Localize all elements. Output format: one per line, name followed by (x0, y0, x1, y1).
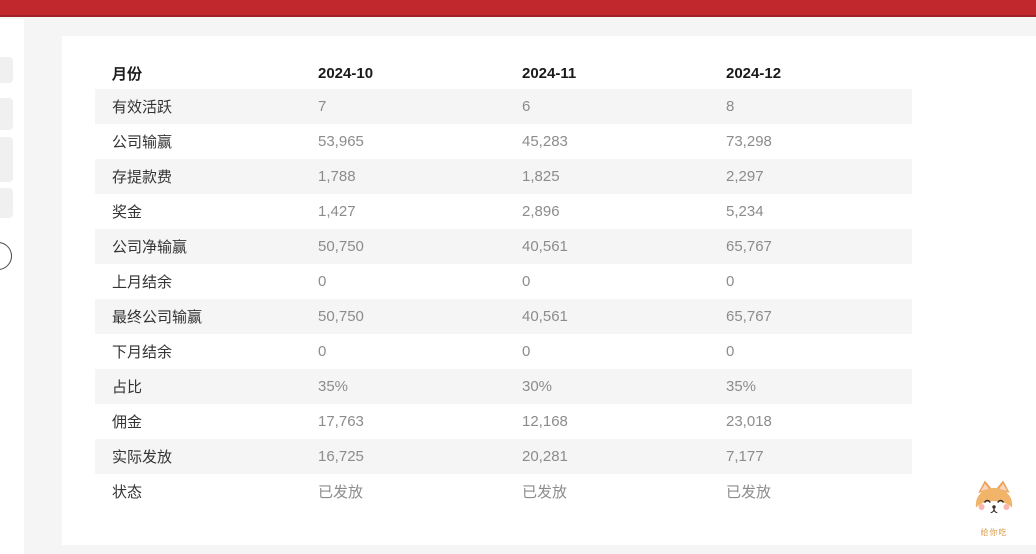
row-value: 16,725 (318, 448, 364, 465)
row-label: 最终公司输赢 (112, 309, 203, 326)
row-label: 上月结余 (112, 274, 173, 291)
table-row: 有效活跃 7 6 8 (95, 89, 912, 124)
table-row: 下月结余 0 0 0 (95, 334, 912, 369)
row-label: 下月结余 (112, 344, 173, 361)
row-label: 佣金 (112, 414, 143, 431)
row-value: 30% (522, 378, 553, 395)
row-label: 奖金 (112, 204, 143, 221)
row-value: 0 (318, 273, 327, 290)
sidebar-menu-item[interactable] (0, 188, 13, 218)
shiba-dog-icon (975, 480, 1013, 522)
row-value: 1,825 (522, 168, 560, 185)
row-value: 1,427 (318, 203, 356, 220)
row-value: 7,177 (726, 448, 764, 465)
row-value: 6 (522, 98, 531, 115)
table-header-row: 月份 2024-10 2024-11 2024-12 (95, 58, 912, 89)
header-col-2024-10: 2024-10 (318, 65, 374, 82)
row-label: 存提款费 (112, 169, 173, 186)
row-value: 0 (522, 273, 531, 290)
row-value: 65,767 (726, 238, 772, 255)
row-value: 20,281 (522, 448, 568, 465)
table-row: 状态 已发放 已发放 已发放 (95, 474, 912, 509)
row-value: 5,234 (726, 203, 764, 220)
row-value: 已发放 (726, 484, 772, 501)
sidebar-menu-item[interactable] (0, 137, 13, 182)
table-row: 奖金 1,427 2,896 5,234 (95, 194, 912, 229)
sidebar-menu-item[interactable] (0, 98, 13, 130)
row-value: 50,750 (318, 308, 364, 325)
mascot-caption: 给你吃 (980, 528, 1008, 537)
table-row: 佣金 17,763 12,168 23,018 (95, 404, 912, 439)
row-value: 35% (318, 378, 349, 395)
row-value: 已发放 (522, 484, 568, 501)
row-label: 状态 (112, 484, 143, 501)
table-row: 上月结余 0 0 0 (95, 264, 912, 299)
row-value: 50,750 (318, 238, 364, 255)
row-value: 73,298 (726, 133, 772, 150)
row-value: 0 (726, 273, 735, 290)
row-value: 0 (318, 343, 327, 360)
row-value: 7 (318, 98, 327, 115)
row-value: 1,788 (318, 168, 356, 185)
table-row: 占比 35% 30% 35% (95, 369, 912, 404)
row-value: 已发放 (318, 484, 364, 501)
row-value: 0 (522, 343, 531, 360)
sidebar-menu-item[interactable] (0, 57, 13, 83)
table-row: 最终公司输赢 50,750 40,561 65,767 (95, 299, 912, 334)
sidebar-toggle-button[interactable] (0, 242, 12, 270)
row-value: 40,561 (522, 308, 568, 325)
header-col-2024-11: 2024-11 (522, 65, 577, 82)
top-nav-bar (0, 0, 1036, 17)
row-value: 0 (726, 343, 735, 360)
row-value: 65,767 (726, 308, 772, 325)
row-value: 2,896 (522, 203, 560, 220)
table-body: 有效活跃 7 6 8 公司输赢 53,965 45,283 73,298 存提款… (95, 89, 912, 509)
row-value: 2,297 (726, 168, 764, 185)
row-value: 40,561 (522, 238, 568, 255)
row-value: 17,763 (318, 413, 364, 430)
report-card: 月份 2024-10 2024-11 2024-12 有效活跃 7 6 8 公司… (62, 36, 1036, 545)
row-value: 12,168 (522, 413, 568, 430)
row-label: 有效活跃 (112, 99, 173, 116)
mascot-widget: 给你吃 (965, 478, 1023, 538)
row-label: 实际发放 (112, 449, 173, 466)
table-row: 存提款费 1,788 1,825 2,297 (95, 159, 912, 194)
sidebar-collapsed (0, 19, 24, 554)
table-row: 公司输赢 53,965 45,283 73,298 (95, 124, 912, 159)
row-value: 23,018 (726, 413, 772, 430)
row-value: 35% (726, 378, 757, 395)
row-value: 45,283 (522, 133, 568, 150)
header-month-label: 月份 (112, 66, 143, 83)
row-value: 8 (726, 98, 735, 115)
row-label: 公司输赢 (112, 134, 173, 151)
header-col-2024-12: 2024-12 (726, 65, 782, 82)
table-row: 公司净输赢 50,750 40,561 65,767 (95, 229, 912, 264)
table-row: 实际发放 16,725 20,281 7,177 (95, 439, 912, 474)
row-value: 53,965 (318, 133, 364, 150)
row-label: 占比 (112, 379, 143, 396)
row-label: 公司净输赢 (112, 239, 188, 256)
monthly-report-table: 月份 2024-10 2024-11 2024-12 有效活跃 7 6 8 公司… (95, 58, 912, 509)
